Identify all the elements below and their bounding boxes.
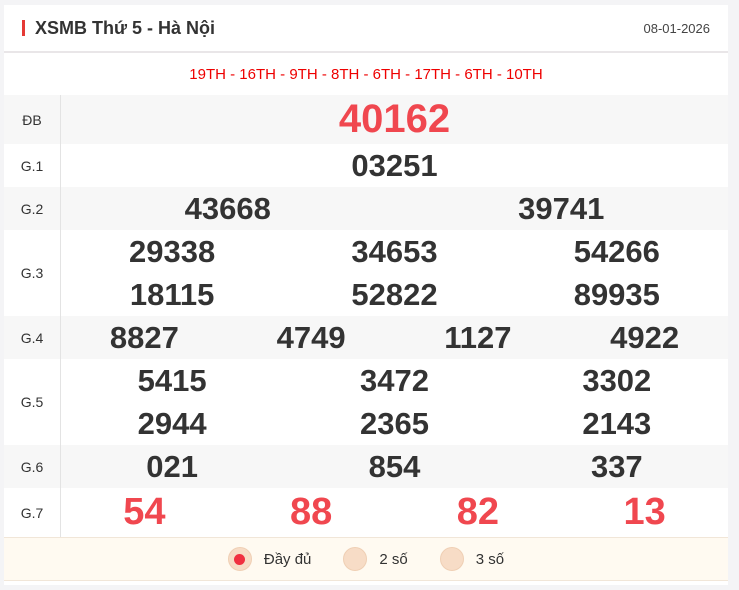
radio-icon[interactable] [343,547,368,571]
prize-number: 88 [289,491,333,533]
prize-label: G.3 [4,230,61,316]
prize-number: 2365 [360,405,429,441]
draw-date: 08-01-2026 [643,20,711,36]
title-accent-bar [22,20,25,36]
results-card: XSMB Thứ 5 - Hà Nội 08-01-2026 19TH - 16… [4,5,728,585]
prize-number: 54 [123,491,166,533]
prize-label: G.7 [4,488,61,537]
special-codes: 19TH - 16TH - 9TH - 8TH - 6TH - 17TH - 6… [189,65,543,83]
radio-icon[interactable] [227,547,252,571]
prize-label: G.1 [4,144,61,187]
prize-number: 3302 [582,362,652,398]
prize-number: 40162 [338,97,451,141]
prize-label: G.5 [4,359,61,445]
prize-number: 89935 [573,276,660,312]
prize-row: G.6 021 854 337 [4,445,728,488]
prize-row: G.7 54 88 82 13 [4,488,728,537]
radio-selected-dot [234,553,246,565]
prize-number: 8827 [109,319,179,355]
prize-number: 03251 [351,147,438,183]
prize-label: G.6 [4,445,61,488]
prize-number: 13 [623,491,666,533]
results-table: ĐB 40162 G.1 03251 G.2 43668 39741 G.3 29338 3465… [4,95,728,537]
prize-row: G.2 43668 39741 [4,187,728,230]
prize-number: 82 [456,491,500,533]
page-title: XSMB Thứ 5 - Hà Nội [35,17,216,38]
prize-number: 3472 [360,362,429,398]
prize-number: 18115 [129,276,215,312]
option-label: Đầy đủ [263,550,312,568]
prize-number: 54266 [573,233,660,269]
prize-label: G.2 [4,187,61,230]
prize-number: 4749 [276,319,346,355]
prize-number: 43668 [184,190,271,226]
option-full[interactable]: Đầy đủ [227,547,312,571]
option-label: 2 số [379,550,408,568]
prize-number: 5415 [137,362,207,398]
prize-number: 39741 [518,190,605,226]
display-options: Đầy đủ 2 số 3 số [4,537,728,581]
prize-number: 52822 [351,276,438,312]
option-2-digits[interactable]: 2 số [343,547,408,571]
prize-row: G.3 29338 34653 54266 18115 52822 89935 [4,230,728,316]
prize-number: 2143 [582,405,652,441]
prize-number: 29338 [129,233,216,269]
prize-row: G.1 03251 [4,144,728,187]
option-3-digits[interactable]: 3 số [439,547,505,571]
prize-number: 021 [146,448,199,484]
card-header: XSMB Thứ 5 - Hà Nội 08-01-2026 [4,5,728,53]
prize-number: 34653 [351,233,438,269]
prize-number: 2944 [137,405,207,441]
prize-number: 854 [368,448,421,484]
prize-row: G.5 5415 3472 3302 2944 2365 2143 [4,359,728,445]
prize-label: ĐB [4,95,61,144]
prize-row: G.4 8827 4749 1127 4922 [4,316,728,359]
prize-number: 4922 [610,319,680,355]
radio-icon[interactable] [439,547,464,571]
prize-label: G.4 [4,316,61,359]
prize-row: ĐB 40162 [4,95,728,144]
option-label: 3 số [475,550,505,568]
prize-number: 337 [590,448,643,484]
prize-number: 1127 [444,319,512,355]
